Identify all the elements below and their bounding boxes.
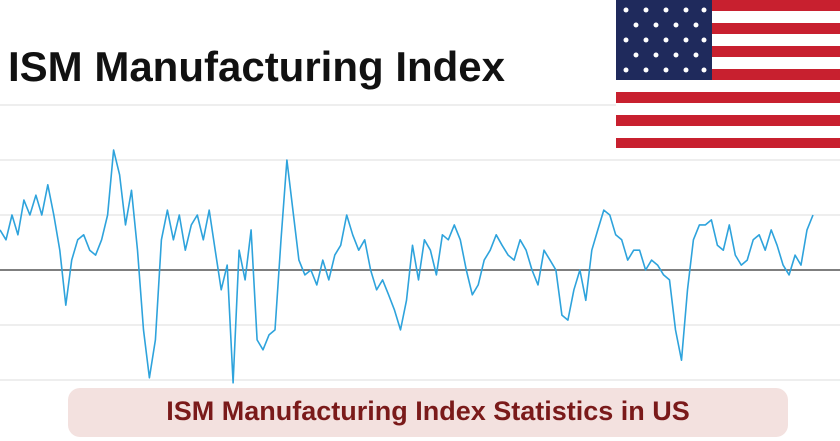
banner-text: ISM Manufacturing Index Statistics in US <box>166 396 690 426</box>
us-flag <box>616 0 840 148</box>
chart-title: ISM Manufacturing Index <box>8 43 506 90</box>
banner-box <box>68 388 788 437</box>
data-line <box>0 149 814 384</box>
plot-area <box>0 104 840 384</box>
